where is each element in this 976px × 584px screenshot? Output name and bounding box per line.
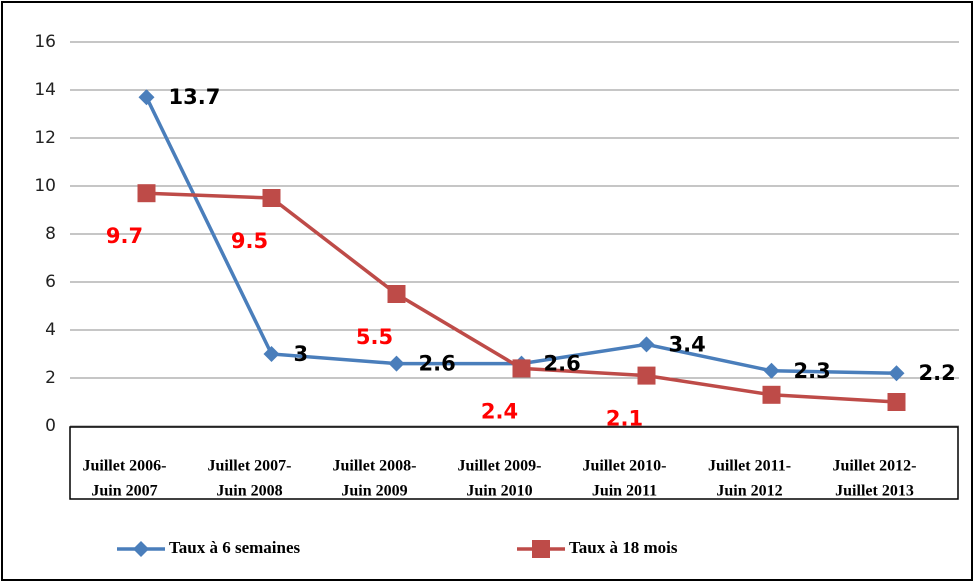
marker	[263, 346, 280, 362]
x-tick-label: Juillet 2010-	[583, 458, 667, 475]
marker	[638, 336, 655, 353]
marker	[888, 365, 905, 382]
marker	[133, 541, 149, 557]
marker	[137, 184, 156, 203]
marker	[762, 385, 781, 404]
data-label: 2.4	[481, 399, 518, 423]
x-tick-label: Juillet 2009-	[458, 458, 542, 475]
y-tick-label: 16	[34, 32, 56, 52]
legend-label: Taux à 6 semaines	[169, 538, 301, 557]
x-tick-label: Juillet 2008-	[333, 458, 417, 475]
marker	[387, 285, 406, 303]
y-tick-label: 2	[45, 368, 56, 388]
data-label: 13.7	[169, 85, 221, 109]
data-label: 5.5	[356, 325, 393, 349]
marker	[763, 362, 780, 379]
y-tick-label: 6	[45, 272, 56, 292]
x-tick-label: Juin 2012	[716, 483, 782, 500]
marker	[138, 89, 155, 106]
x-tick-label: Juillet 2013	[835, 483, 914, 500]
x-tick-label: Juin 2010	[466, 483, 532, 500]
y-tick-label: 0	[45, 416, 56, 436]
x-tick-label: Juillet 2012-	[833, 458, 917, 475]
data-label: 9.7	[106, 224, 143, 248]
legend-label: Taux à 18 mois	[569, 538, 678, 557]
data-label: 2.6	[419, 352, 456, 376]
category-box	[69, 426, 959, 500]
y-tick-label: 8	[45, 224, 56, 244]
y-tick-label: 14	[34, 80, 56, 100]
data-label: 9.5	[231, 229, 268, 253]
data-label: 2.3	[794, 359, 831, 383]
marker	[388, 355, 405, 372]
y-tick-label: 4	[45, 320, 56, 340]
data-label: 3	[294, 342, 309, 366]
x-tick-label: Juillet 2006-	[83, 458, 167, 475]
x-tick-label: Juin 2008	[216, 483, 282, 500]
x-tick-label: Juin 2009	[341, 483, 407, 500]
marker	[532, 540, 550, 558]
data-label: 3.4	[669, 332, 706, 356]
marker	[262, 189, 281, 207]
marker	[512, 359, 531, 378]
x-tick-label: Juillet 2011-	[708, 458, 791, 475]
data-label: 2.6	[544, 352, 581, 376]
marker	[637, 366, 656, 385]
marker	[887, 393, 906, 411]
y-tick-label: 12	[34, 128, 56, 148]
data-label: 2.2	[919, 361, 956, 385]
y-tick-label: 10	[34, 176, 56, 196]
x-tick-label: Juin 2011	[592, 483, 657, 500]
x-tick-label: Juillet 2007-	[208, 458, 292, 475]
x-tick-label: Juin 2007	[91, 483, 157, 500]
